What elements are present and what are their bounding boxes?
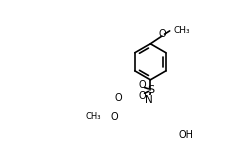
Text: OH: OH: [179, 130, 194, 140]
Text: O: O: [159, 29, 166, 39]
Text: CH₃: CH₃: [86, 112, 101, 121]
Text: S: S: [147, 85, 154, 95]
Text: O: O: [138, 80, 146, 90]
Text: O: O: [110, 111, 118, 122]
Text: CH₃: CH₃: [173, 26, 190, 35]
Text: O: O: [114, 94, 122, 103]
Text: O: O: [138, 91, 146, 101]
Text: N: N: [145, 95, 153, 105]
